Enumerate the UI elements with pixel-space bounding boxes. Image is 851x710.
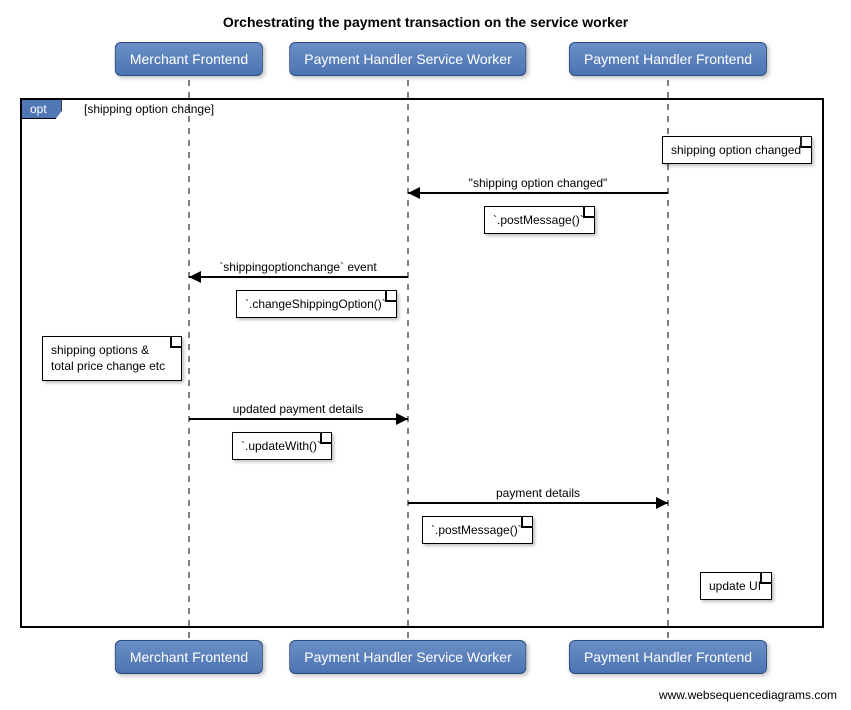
message-label-1: "shipping option changed" [467,176,610,190]
arrow-head-3 [396,413,408,425]
message-label-2: `shippingoptionchange` event [217,260,378,274]
message-line-2 [189,276,408,278]
note-line2: total price change etc [51,359,165,373]
message-line-1 [408,192,668,194]
participant-merchant-frontend-top: Merchant Frontend [115,42,263,76]
message-label-4: payment details [494,486,582,500]
watermark: www.websequencediagrams.com [659,688,837,702]
participant-handler-frontend-top: Payment Handler Frontend [569,42,767,76]
arrow-head-2 [189,271,201,283]
note-update-ui: update UI [700,572,772,600]
participant-handler-frontend-bottom: Payment Handler Frontend [569,640,767,674]
diagram-title: Orchestrating the payment transaction on… [0,0,851,38]
note-change-shipping-option: `.changeShippingOption()` [236,290,397,318]
participant-merchant-frontend-bottom: Merchant Frontend [115,640,263,674]
message-line-3 [189,418,408,420]
message-label-3: updated payment details [231,402,366,416]
note-postmessage-1: `.postMessage()` [484,206,595,234]
arrow-head-1 [408,187,420,199]
participant-service-worker-top: Payment Handler Service Worker [289,42,526,76]
note-update-with: `.updateWith()` [232,432,332,460]
opt-tab: opt [21,99,62,119]
note-shipping-option-changed: shipping option changed [662,136,812,164]
arrow-head-4 [656,497,668,509]
note-postmessage-2: `.postMessage()` [422,516,533,544]
note-line1: shipping options & [51,343,149,357]
participant-service-worker-bottom: Payment Handler Service Worker [289,640,526,674]
note-shipping-options-price: shipping options & total price change et… [42,336,182,381]
opt-guard: [shipping option change] [84,102,214,116]
message-line-4 [408,502,668,504]
